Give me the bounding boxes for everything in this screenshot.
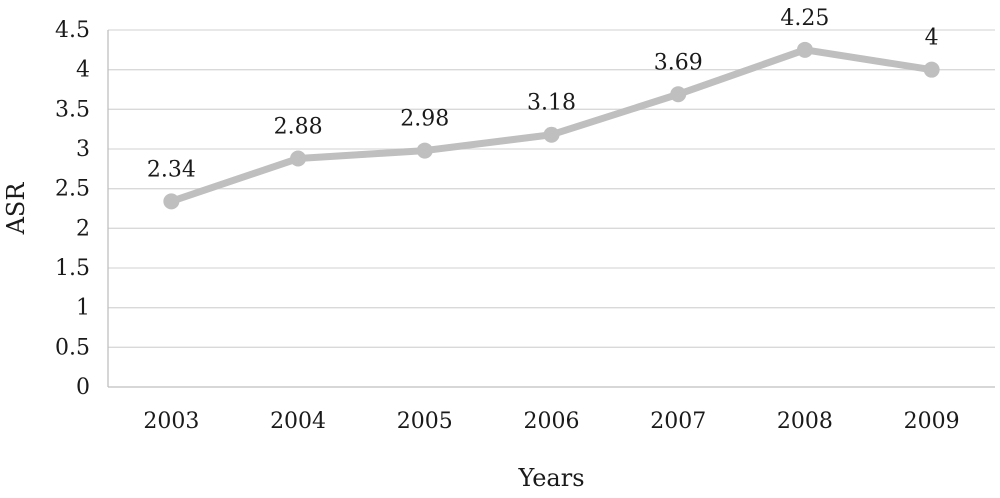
y-tick-label: 0 <box>76 375 90 400</box>
x-tick-label: 2006 <box>524 409 580 434</box>
y-tick-label: 2 <box>76 216 90 241</box>
data-label: 4 <box>925 26 939 51</box>
data-point <box>670 86 687 103</box>
data-point <box>416 142 433 159</box>
x-tick-label: 2003 <box>143 409 199 434</box>
data-labels: 2.34 2.88 2.98 3.18 3.69 4.25 4 <box>147 6 939 183</box>
y-axis-title: ASR <box>2 182 30 236</box>
y-tick-label: 1.5 <box>55 256 90 281</box>
data-label: 4.25 <box>780 6 829 31</box>
x-tick-label: 2005 <box>397 409 453 434</box>
y-tick-label: 1 <box>76 296 90 321</box>
data-point <box>796 41 813 58</box>
x-tick-label: 2008 <box>777 409 833 434</box>
data-label: 3.69 <box>654 50 703 75</box>
data-point <box>163 193 180 210</box>
data-point <box>290 150 307 167</box>
axes <box>107 30 995 388</box>
y-tick-label: 4.5 <box>55 18 90 43</box>
y-tick-label: 0.5 <box>55 335 90 360</box>
data-label: 2.88 <box>274 115 323 140</box>
x-tick-label: 2007 <box>650 409 706 434</box>
y-tick-label: 3 <box>76 137 90 162</box>
x-tick-label: 2004 <box>270 409 326 434</box>
x-tick-label: 2009 <box>904 409 960 434</box>
series-asr <box>163 41 940 210</box>
data-label: 2.98 <box>400 107 449 132</box>
data-label: 2.34 <box>147 157 196 182</box>
y-tick-label: 4 <box>76 58 90 83</box>
data-label: 3.18 <box>527 91 576 116</box>
y-tick-label: 2.5 <box>55 177 90 202</box>
y-axis-tick-labels: 0 0.5 1 1.5 2 2.5 3 3.5 4 4.5 <box>55 18 90 400</box>
data-point <box>923 61 940 78</box>
y-tick-label: 3.5 <box>55 97 90 122</box>
x-axis-title: Years <box>517 464 584 492</box>
x-axis-tick-labels: 2003 2004 2005 2006 2007 2008 2009 <box>143 409 959 434</box>
data-point <box>543 126 560 143</box>
gridlines <box>108 29 995 348</box>
